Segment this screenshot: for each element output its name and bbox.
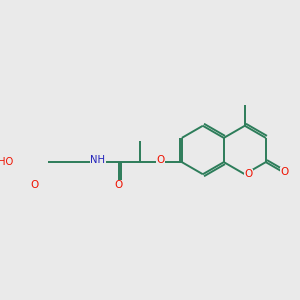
Text: O: O — [280, 167, 289, 177]
Text: HO: HO — [0, 157, 14, 167]
Text: O: O — [115, 180, 123, 190]
Text: O: O — [244, 169, 252, 179]
Text: NH: NH — [90, 155, 105, 165]
Text: O: O — [157, 155, 165, 165]
Text: O: O — [30, 180, 38, 190]
